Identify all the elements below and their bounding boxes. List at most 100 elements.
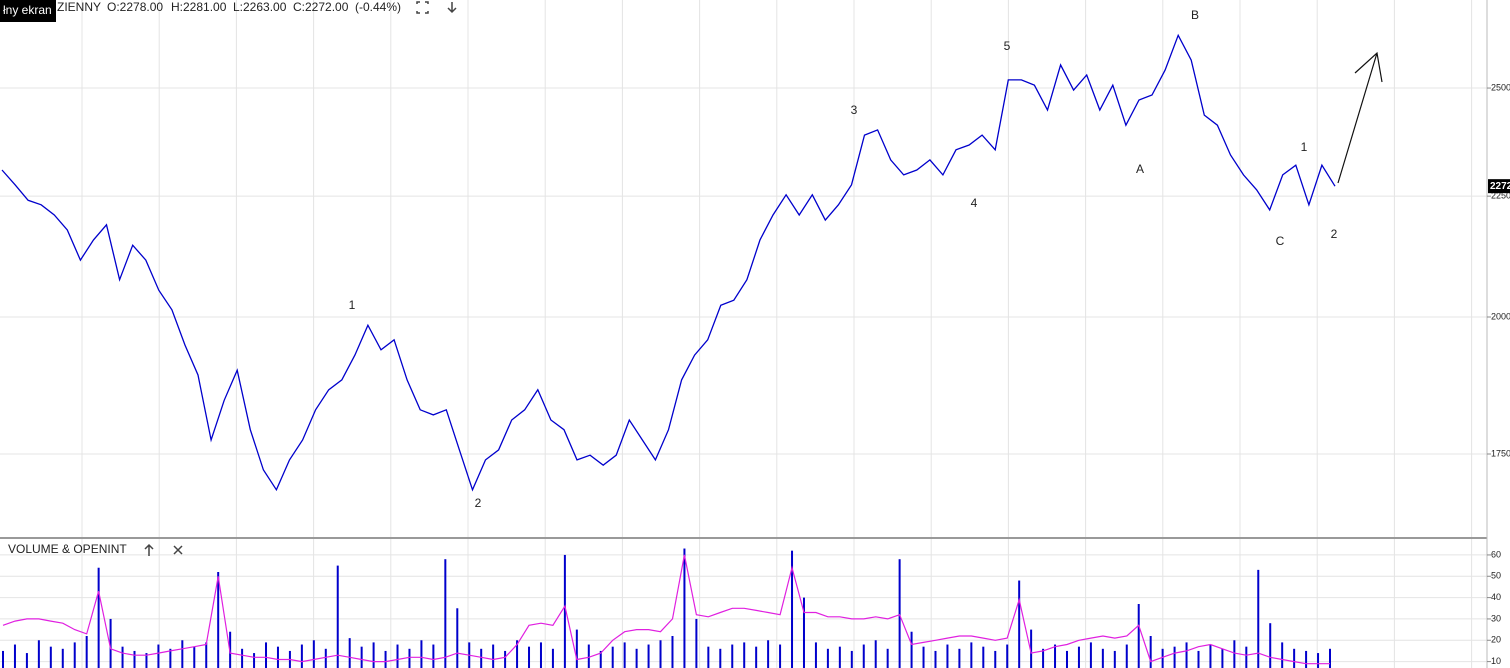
- volume-bar: [1077, 646, 1080, 668]
- volume-bar: [276, 646, 279, 668]
- volume-bar: [109, 618, 112, 668]
- last-price-box: [1488, 179, 1510, 194]
- volume-bar: [145, 653, 148, 668]
- volume-bar: [910, 631, 913, 668]
- volume-bar: [324, 648, 327, 668]
- volume-bar: [492, 644, 495, 668]
- volume-bar: [1125, 644, 1128, 668]
- forecast-arrow: [1337, 51, 1383, 184]
- volume-bar: [1030, 629, 1033, 668]
- volume-bar: [1293, 648, 1296, 668]
- volume-bar: [97, 567, 100, 668]
- y-tick-label: 20: [1491, 635, 1501, 645]
- volume-bar: [1269, 623, 1272, 668]
- volume-bar: [336, 565, 339, 668]
- fullscreen-button[interactable]: [0, 0, 56, 22]
- volume-bar: [1281, 642, 1284, 668]
- volume-bar: [1317, 653, 1320, 668]
- volume-bar: [85, 636, 88, 668]
- y-tick-label: 40: [1491, 592, 1501, 602]
- y-tick-label: 2250: [1491, 191, 1510, 201]
- y-tick-label: 60: [1491, 549, 1501, 559]
- volume-bar: [25, 653, 28, 668]
- volume-bar: [360, 646, 363, 668]
- volume-bar: [767, 640, 770, 668]
- y-tick-label: 2000: [1491, 311, 1510, 321]
- y-tick-label: 50: [1491, 571, 1501, 581]
- volume-bar: [695, 618, 698, 668]
- wave-label: A: [1136, 162, 1144, 176]
- volume-bar: [408, 648, 411, 668]
- volume-bar: [348, 638, 351, 668]
- volume-bar: [1101, 648, 1104, 668]
- volume-bar: [2, 650, 4, 668]
- panel-title: VOLUME & OPENINT: [8, 542, 127, 556]
- download-icon[interactable]: [447, 2, 457, 14]
- ohlc-close: C:2272.00: [293, 0, 349, 14]
- volume-bar: [1149, 636, 1152, 668]
- volume-bar: [193, 646, 196, 668]
- volume-bar: [671, 636, 674, 668]
- volume-bar: [1185, 642, 1188, 668]
- ohlc-change: (-0.44%): [355, 0, 401, 14]
- volume-bar: [1305, 650, 1308, 668]
- close-icon[interactable]: [173, 545, 183, 555]
- y-tick-label: 30: [1491, 613, 1501, 623]
- volume-bar: [1089, 642, 1092, 668]
- volume-bar: [169, 648, 172, 668]
- volume-bar: [826, 648, 829, 668]
- volume-bar: [13, 644, 16, 668]
- volume-bar: [683, 548, 686, 668]
- wave-label: 2: [475, 496, 482, 510]
- volume-bar: [1018, 580, 1021, 668]
- volume-bar: [635, 648, 638, 668]
- volume-bar: [731, 644, 734, 668]
- volume-bar: [922, 646, 925, 668]
- volume-bar: [647, 644, 650, 668]
- volume-bar: [982, 646, 985, 668]
- volume-bar: [587, 644, 590, 668]
- volume-bar: [49, 646, 52, 668]
- volume-bar: [516, 640, 519, 668]
- price-line: [1, 33, 1336, 492]
- volume-bar: [253, 653, 256, 668]
- volume-bar: [1006, 644, 1009, 668]
- volume-bar: [480, 648, 483, 668]
- volume-bar: [312, 640, 315, 668]
- wave-label: 3: [851, 103, 858, 117]
- last-price-label: 2272: [1490, 181, 1510, 192]
- volume-bar: [874, 640, 877, 668]
- ohlc-high: H:2281.00: [171, 0, 227, 14]
- volume-bar: [420, 640, 423, 668]
- volume-bar: [444, 559, 447, 668]
- volume-bar: [551, 648, 554, 668]
- ohlc-low: L:2263.00: [233, 0, 287, 14]
- volume-bar: [37, 640, 40, 668]
- wave-label: 1: [1301, 140, 1308, 154]
- y-tick-label: 1750: [1491, 448, 1510, 458]
- move-up-icon[interactable]: [144, 543, 154, 556]
- volume-bar: [528, 646, 531, 668]
- volume-bar: [1209, 644, 1212, 668]
- volume-bar: [814, 642, 817, 668]
- volume-bar: [504, 650, 507, 668]
- volume-bar: [791, 550, 794, 668]
- volume-bar: [539, 642, 542, 668]
- wave-label: B: [1191, 8, 1199, 22]
- volume-bar: [1173, 646, 1176, 668]
- volume-bar: [886, 648, 889, 668]
- volume-bar: [1257, 569, 1260, 668]
- volume-bar: [121, 646, 124, 668]
- volume-bar: [205, 642, 208, 668]
- volume-bar: [396, 644, 399, 668]
- interval: ZIENNY: [57, 0, 101, 14]
- fullscreen-label[interactable]: łny ekran: [3, 3, 52, 17]
- volume-bar: [719, 648, 722, 668]
- volume-bar: [802, 597, 805, 668]
- volume-bar: [862, 644, 865, 668]
- volume-bar: [372, 642, 375, 668]
- openint-line: [2, 554, 1330, 665]
- volume-bar: [958, 648, 961, 668]
- expand-icon[interactable]: [416, 1, 429, 14]
